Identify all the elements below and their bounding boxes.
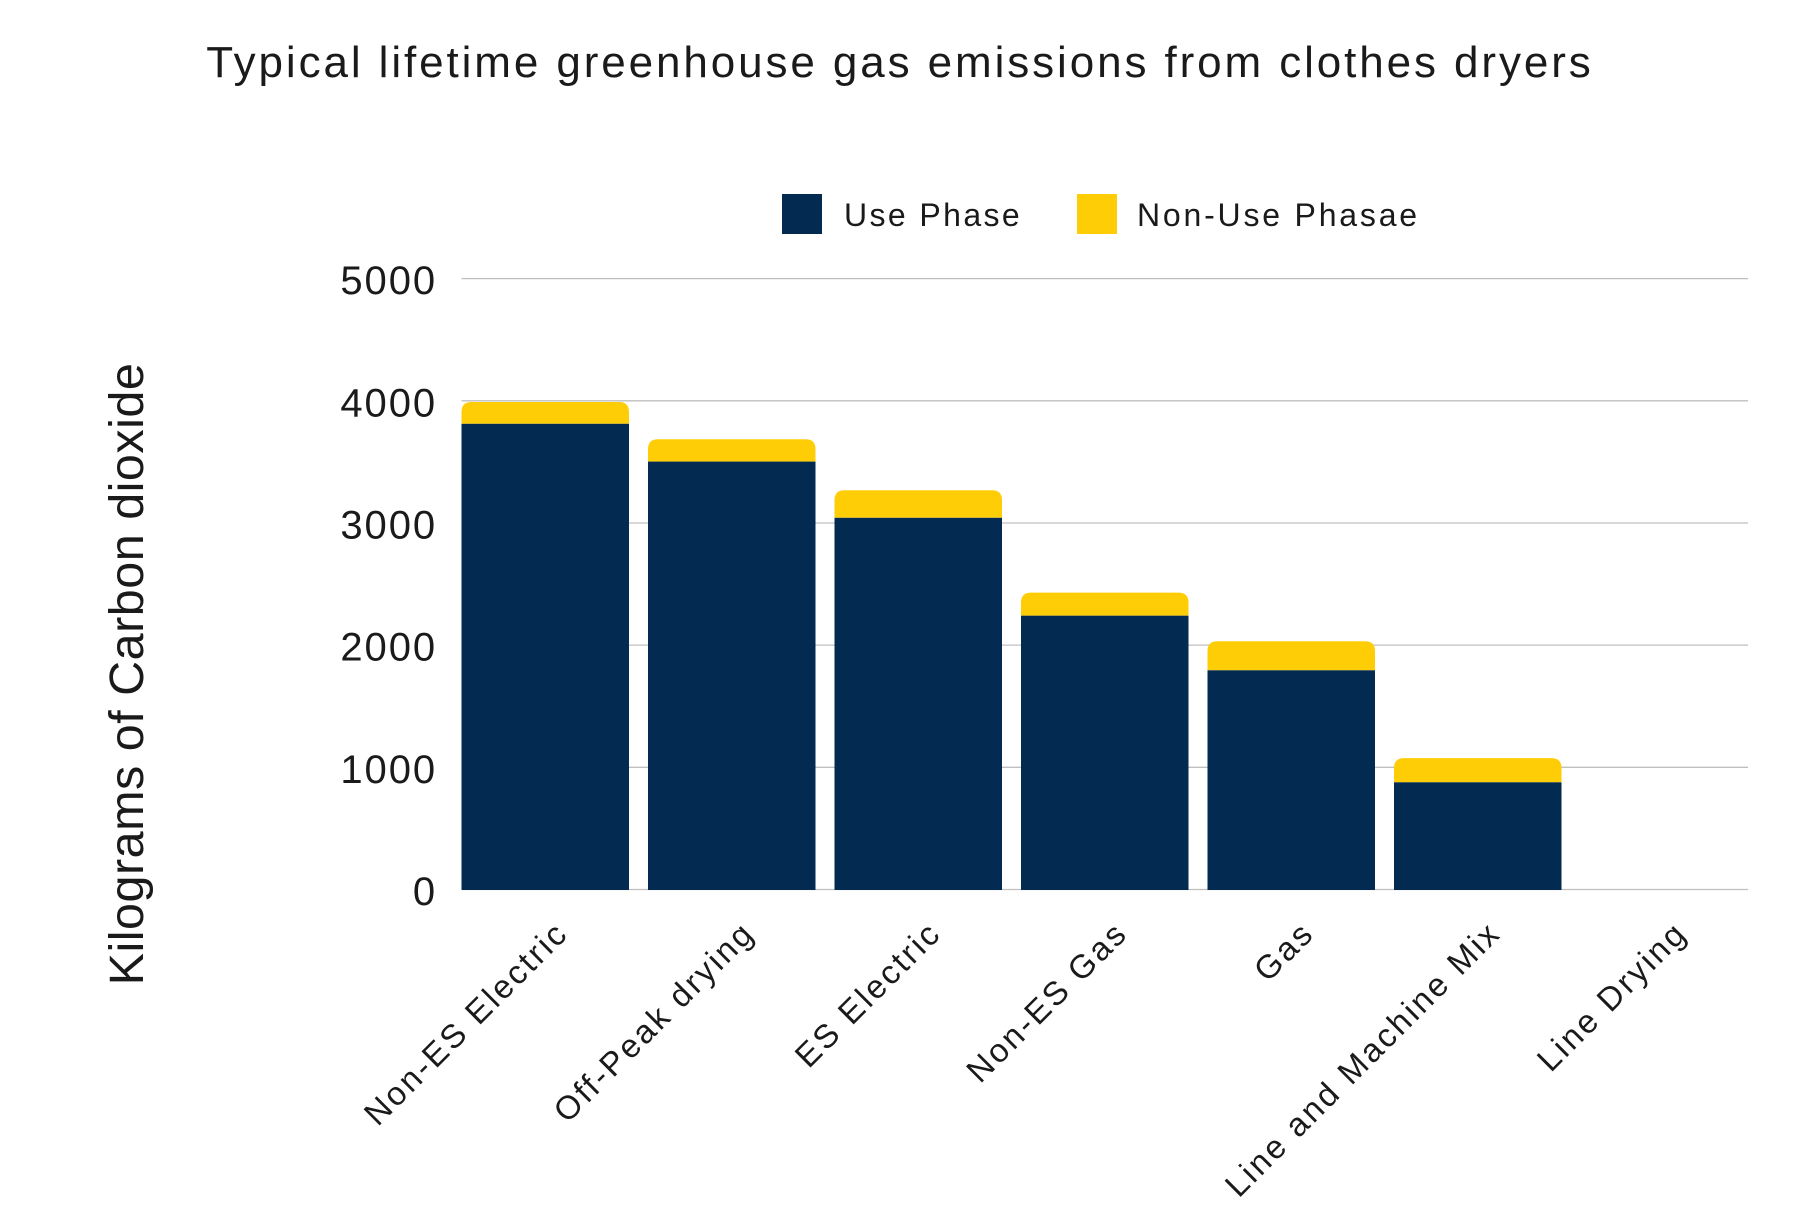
svg-text:Typical lifetime greenhouse ga: Typical lifetime greenhouse gas emission… [206,38,1593,87]
svg-text:1000: 1000 [340,748,437,792]
svg-text:2000: 2000 [340,626,437,670]
svg-text:0: 0 [413,870,437,914]
svg-text:3000: 3000 [340,504,437,548]
svg-text:Kilograms of Carbon dioxide: Kilograms of Carbon dioxide [100,363,154,986]
svg-text:Non-Use Phasae: Non-Use Phasae [1137,197,1420,233]
svg-text:Use Phase: Use Phase [844,197,1022,233]
svg-text:4000: 4000 [340,381,437,425]
svg-text:5000: 5000 [340,259,437,303]
